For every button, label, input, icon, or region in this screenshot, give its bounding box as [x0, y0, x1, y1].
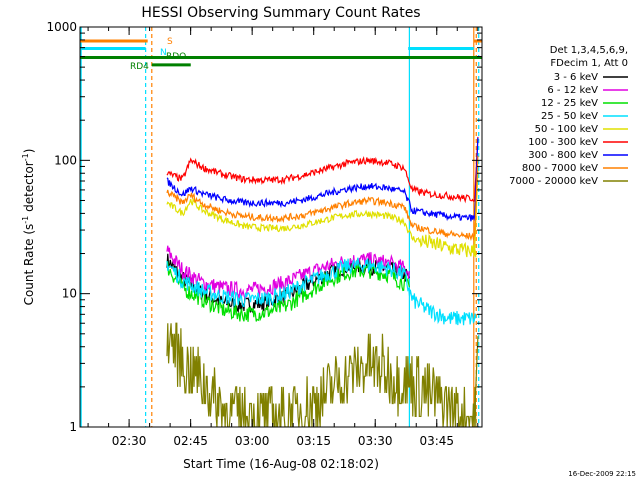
- legend-entry-3: 25 - 50 keV: [541, 111, 598, 122]
- x-tick-label-1: 02:45: [173, 434, 208, 448]
- y-axis-label: Count Rate (s-1 detector-1): [21, 149, 36, 306]
- annotation-rdo: RDO: [166, 52, 186, 62]
- x-axis-label: Start Time (16-Aug-08 02:18:02): [183, 457, 379, 471]
- legend-entry-5: 100 - 300 keV: [528, 137, 598, 148]
- y-tick-label-0: 1: [69, 420, 77, 434]
- x-tick-label-2: 03:00: [235, 434, 270, 448]
- spike-line-6: [474, 137, 479, 218]
- footer-timestamp: 16-Dec-2009 22:15: [568, 470, 636, 478]
- series-line-4: [166, 197, 477, 258]
- legend-entry-7: 800 - 7000 keV: [522, 163, 598, 174]
- spike-line-7: [474, 155, 479, 237]
- plot-frame: [79, 26, 483, 428]
- series-50-100-kev: [166, 197, 477, 258]
- x-tick-label-0: 02:30: [112, 434, 147, 448]
- y-tick-label-3: 1000: [46, 20, 77, 34]
- legend-header-line-1: Det 1,3,4,5,6,9,: [550, 45, 628, 56]
- x-tick-label-3: 03:15: [296, 434, 331, 448]
- y-axis-label-sup1: -1: [21, 216, 30, 224]
- annotation-s: S: [167, 37, 173, 47]
- legend-entry-0: 3 - 6 keV: [554, 72, 598, 83]
- annotation-n: N: [160, 48, 167, 58]
- series-300-800-kev: [166, 177, 477, 222]
- series-25-50-kev: [166, 257, 477, 326]
- series-line-8: [166, 322, 477, 427]
- legend-entry-8: 7000 - 20000 keV: [509, 176, 598, 187]
- legend-header-line-2: FDecim 1, Att 0: [550, 58, 628, 69]
- series-7000-20000-kev: [166, 322, 477, 427]
- plot-marks: [80, 27, 482, 427]
- y-axis-label-end: ): [22, 149, 36, 154]
- x-tick-label-5: 03:45: [419, 434, 454, 448]
- legend-entry-6: 300 - 800 keV: [528, 150, 598, 161]
- series-line-6: [166, 177, 477, 222]
- legend-entry-2: 12 - 25 keV: [541, 98, 598, 109]
- y-axis-label-main: Count Rate (s: [22, 224, 36, 306]
- series-line-5: [166, 155, 477, 204]
- chart-title: HESSI Observing Summary Count Rates: [141, 5, 420, 21]
- series-line-7: [166, 189, 477, 242]
- series-line-3: [166, 257, 477, 326]
- series-800-7000-kev: [166, 189, 477, 242]
- spike-burst: [474, 136, 479, 417]
- legend-entry-4: 50 - 100 keV: [535, 124, 599, 135]
- axes: SN RDO RD4 1 10 100 1000 02:30 02:45 03:00 03:15 03…: [46, 20, 483, 448]
- series-100-300-kev: [166, 155, 477, 204]
- y-tick-label-2: 100: [54, 153, 77, 167]
- legend-entry-1: 6 - 12 keV: [547, 85, 598, 96]
- y-axis-label-mid: detector: [22, 161, 36, 216]
- y-tick-label-1: 10: [62, 287, 77, 301]
- y-axis-label-sup2: -1: [21, 153, 30, 161]
- legend: Det 1,3,4,5,6,9, FDecim 1, Att 0 3 - 6 k…: [509, 45, 628, 187]
- spike-line-8: [474, 336, 479, 417]
- x-tick-label-4: 03:30: [358, 434, 393, 448]
- annotation-rd4: RD4: [130, 62, 149, 72]
